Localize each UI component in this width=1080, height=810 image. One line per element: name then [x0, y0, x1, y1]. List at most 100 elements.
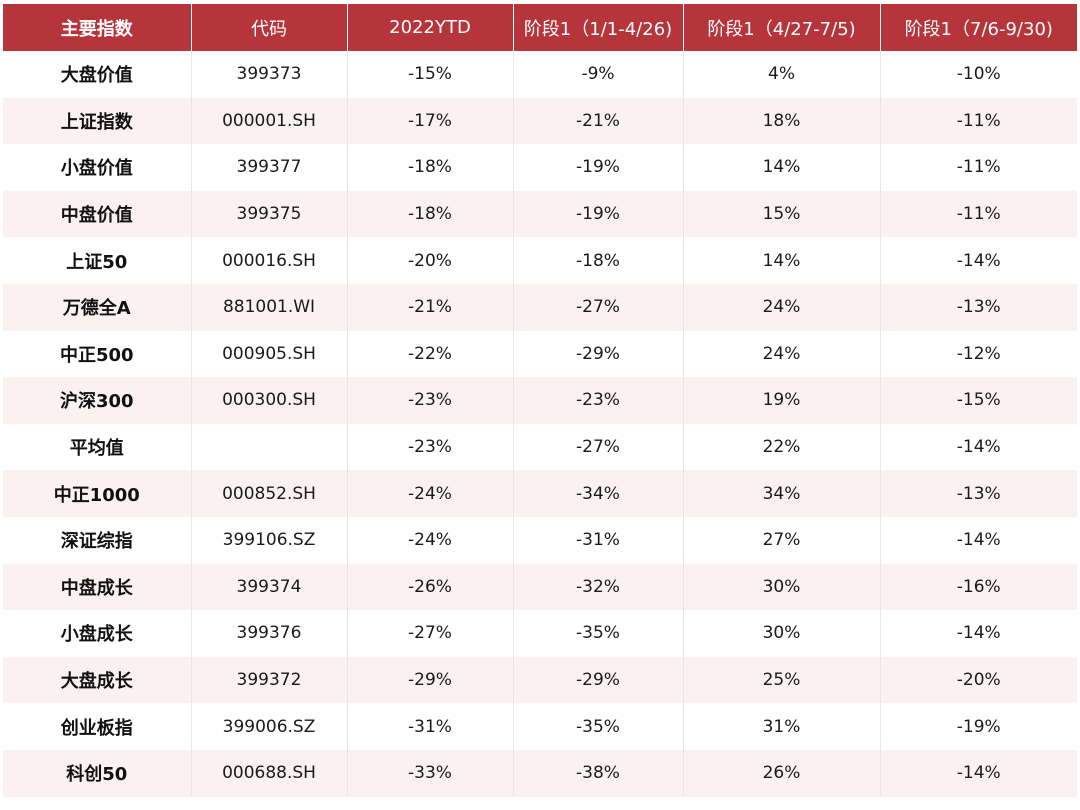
stage1-cell: -29%	[513, 330, 684, 378]
ytd-cell: -24%	[347, 516, 514, 564]
stage3-cell: -19%	[880, 703, 1077, 750]
index-name-cell: 大盘成长	[3, 656, 192, 704]
stage1-cell: -34%	[513, 470, 684, 517]
stage3-cell: -14%	[880, 516, 1077, 564]
stage1-cell: -35%	[513, 610, 684, 657]
stage3-cell: -11%	[880, 97, 1077, 145]
code-cell: 399372	[191, 656, 348, 704]
code-cell: 399006.SZ	[191, 703, 348, 750]
index-name-cell: 小盘价值	[3, 144, 192, 191]
stage1-cell: -31%	[513, 516, 684, 564]
stage3-cell: -12%	[880, 330, 1077, 378]
ytd-cell: -23%	[347, 423, 514, 471]
code-cell: 000905.SH	[191, 330, 348, 378]
stage2-cell: 24%	[683, 330, 881, 378]
stage2-cell: 22%	[683, 423, 881, 471]
table-row: 上证50 000016.SH -20% -18% 14% -14%	[3, 237, 1077, 284]
index-name-cell: 创业板指	[3, 703, 192, 750]
index-returns-table-container: 主要指数 代码 2022YTD 阶段1（1/1-4/26) 阶段1（4/27-7…	[3, 4, 1077, 797]
stage2-cell: 15%	[683, 190, 881, 238]
table-row: 平均值 -23% -27% 22% -14%	[3, 423, 1077, 471]
table-row: 上证指数 000001.SH -17% -21% 18% -11%	[3, 97, 1077, 145]
table-header: 主要指数 代码 2022YTD 阶段1（1/1-4/26) 阶段1（4/27-7…	[3, 4, 1077, 51]
stage2-cell: 18%	[683, 97, 881, 145]
ytd-cell: -27%	[347, 610, 514, 657]
stage1-cell: -19%	[513, 190, 684, 238]
stage1-cell: -23%	[513, 377, 684, 424]
ytd-cell: -20%	[347, 237, 514, 284]
stage1-cell: -9%	[513, 51, 684, 98]
table-row: 科创50 000688.SH -33% -38% 26% -14%	[3, 749, 1077, 797]
ytd-cell: -22%	[347, 330, 514, 378]
index-name-cell: 中盘价值	[3, 190, 192, 238]
stage3-cell: -14%	[880, 237, 1077, 284]
code-cell: 000016.SH	[191, 237, 348, 284]
code-cell: 399375	[191, 190, 348, 238]
ytd-cell: -15%	[347, 51, 514, 98]
stage2-cell: 24%	[683, 283, 881, 331]
stage2-cell: 31%	[683, 703, 881, 750]
table-row: 大盘价值 399373 -15% -9% 4% -10%	[3, 51, 1077, 98]
stage1-cell: -29%	[513, 656, 684, 704]
stage1-cell: -27%	[513, 283, 684, 331]
stage3-cell: -11%	[880, 190, 1077, 238]
code-cell: 000852.SH	[191, 470, 348, 517]
stage3-cell: -15%	[880, 377, 1077, 424]
ytd-cell: -29%	[347, 656, 514, 704]
stage2-cell: 25%	[683, 656, 881, 704]
table-row: 中正500 000905.SH -22% -29% 24% -12%	[3, 330, 1077, 378]
stage2-cell: 27%	[683, 516, 881, 564]
code-cell: 399377	[191, 144, 348, 191]
index-name-cell: 万德全A	[3, 283, 192, 331]
column-header-stage3: 阶段1（7/6-9/30)	[880, 4, 1077, 51]
ytd-cell: -26%	[347, 563, 514, 611]
code-cell: 399106.SZ	[191, 516, 348, 564]
table-row: 小盘成长 399376 -27% -35% 30% -14%	[3, 610, 1077, 657]
index-name-cell: 上证50	[3, 237, 192, 284]
stage1-cell: -18%	[513, 237, 684, 284]
table-row: 沪深300 000300.SH -23% -23% 19% -15%	[3, 377, 1077, 424]
column-header-stage1: 阶段1（1/1-4/26)	[513, 4, 684, 51]
index-name-cell: 中盘成长	[3, 563, 192, 611]
index-name-cell: 上证指数	[3, 97, 192, 145]
column-header-index-name: 主要指数	[3, 4, 192, 51]
table-row: 深证综指 399106.SZ -24% -31% 27% -14%	[3, 516, 1077, 564]
stage2-cell: 30%	[683, 563, 881, 611]
stage2-cell: 26%	[683, 749, 881, 797]
stage1-cell: -27%	[513, 423, 684, 471]
code-cell: 881001.WI	[191, 283, 348, 331]
ytd-cell: -24%	[347, 470, 514, 517]
code-cell: 000001.SH	[191, 97, 348, 145]
code-cell: 399374	[191, 563, 348, 611]
table-body: 大盘价值 399373 -15% -9% 4% -10% 上证指数 000001.SH -17%…	[3, 51, 1077, 797]
stage3-cell: -14%	[880, 749, 1077, 797]
index-name-cell: 沪深300	[3, 377, 192, 424]
stage3-cell: -10%	[880, 51, 1077, 98]
index-name-cell: 小盘成长	[3, 610, 192, 657]
column-header-code: 代码	[191, 4, 348, 51]
stage3-cell: -14%	[880, 423, 1077, 471]
stage2-cell: 30%	[683, 610, 881, 657]
stage1-cell: -19%	[513, 144, 684, 191]
index-name-cell: 深证综指	[3, 516, 192, 564]
ytd-cell: -21%	[347, 283, 514, 331]
stage2-cell: 34%	[683, 470, 881, 517]
table-row: 中盘成长 399374 -26% -32% 30% -16%	[3, 563, 1077, 611]
stage3-cell: -16%	[880, 563, 1077, 611]
header-row: 主要指数 代码 2022YTD 阶段1（1/1-4/26) 阶段1（4/27-7…	[3, 4, 1077, 51]
column-header-stage2: 阶段1（4/27-7/5)	[683, 4, 881, 51]
table-row: 中正1000 000852.SH -24% -34% 34% -13%	[3, 470, 1077, 517]
stage1-cell: -21%	[513, 97, 684, 145]
table-row: 小盘价值 399377 -18% -19% 14% -11%	[3, 144, 1077, 191]
index-name-cell: 中正500	[3, 330, 192, 378]
stage1-cell: -35%	[513, 703, 684, 750]
column-header-ytd: 2022YTD	[347, 4, 514, 51]
table-row: 万德全A 881001.WI -21% -27% 24% -13%	[3, 283, 1077, 331]
code-cell	[191, 423, 348, 471]
ytd-cell: -31%	[347, 703, 514, 750]
ytd-cell: -17%	[347, 97, 514, 145]
ytd-cell: -18%	[347, 144, 514, 191]
code-cell: 399373	[191, 51, 348, 98]
index-name-cell: 平均值	[3, 423, 192, 471]
stage3-cell: -14%	[880, 610, 1077, 657]
